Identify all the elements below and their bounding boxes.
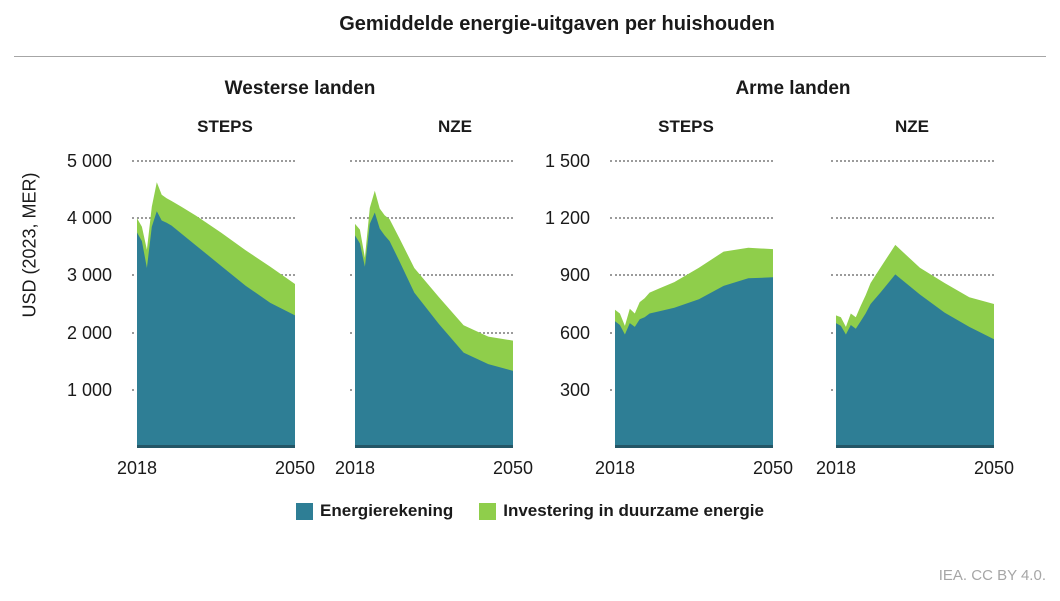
- y-tick-label: 2 000: [66, 322, 112, 343]
- gridline: [350, 274, 513, 277]
- x-tick-label: 2050: [752, 458, 794, 478]
- legend-swatch-energierekening-icon: [296, 502, 314, 520]
- attribution-text: IEA. CC BY 4.0.: [938, 567, 1046, 584]
- x-tick-label: 2018: [334, 458, 376, 478]
- area-energierekening: [836, 274, 994, 447]
- gridline: [132, 160, 295, 162]
- x-tick-label: 2018: [594, 458, 636, 478]
- area-energierekening: [137, 211, 295, 447]
- y-tick-label: 900: [559, 265, 590, 286]
- stacked-area-plot: [836, 244, 994, 447]
- x-axis-line: [137, 445, 295, 448]
- scenario-label-arme-nze: NZE: [895, 117, 929, 136]
- scenario-label-west-nze: NZE: [438, 117, 472, 136]
- legend-item-investering: Investering in duurzame energie: [479, 501, 764, 521]
- y-tick-label: 1 500: [544, 151, 590, 171]
- y-tick-label: 4 000: [66, 208, 112, 229]
- y-tick-label: 300: [559, 379, 590, 400]
- x-axis-line: [615, 445, 773, 448]
- chart-arme-steps: 2018 2050: [595, 160, 793, 478]
- gridline: [831, 217, 994, 220]
- x-tick-label: 2050: [492, 458, 534, 478]
- chart-arme-nze: 2018 2050: [816, 160, 1014, 478]
- area-energierekening: [615, 277, 773, 447]
- stacked-area-plot: [615, 247, 773, 447]
- legend-item-energierekening: Energierekening: [296, 501, 453, 521]
- x-tick-label: 2018: [815, 458, 857, 478]
- chart-westerse-nze: 2018 2050: [335, 160, 533, 478]
- gridline: [350, 217, 513, 220]
- x-tick-label: 2050: [973, 458, 1015, 478]
- scenario-label-west-steps: STEPS: [197, 117, 253, 136]
- gridline: [132, 217, 295, 220]
- chart-title: Gemiddelde energie-uitgaven per huishoud…: [339, 13, 775, 35]
- legend-label-energierekening: Energierekening: [320, 501, 454, 520]
- x-axis-line: [836, 445, 994, 448]
- gridline: [350, 160, 513, 162]
- scenario-label-arme-steps: STEPS: [658, 117, 714, 136]
- y-tick-label: 1 000: [66, 379, 112, 400]
- header-divider: [14, 56, 1046, 57]
- y-tick-label: 600: [559, 322, 590, 343]
- x-axis-line: [355, 445, 513, 448]
- x-tick-label: 2018: [116, 458, 158, 478]
- y-tick-label: 5 000: [66, 151, 112, 171]
- gridline: [831, 160, 994, 162]
- y-axis-title: USD (2023, MER): [19, 172, 40, 318]
- area-energierekening: [355, 212, 513, 447]
- group-title-westerse-landen: Westerse landen: [224, 78, 376, 99]
- stacked-area-plot: [137, 182, 295, 447]
- group-title-arme-landen: Arme landen: [735, 78, 851, 99]
- stacked-area-plot: [355, 190, 513, 447]
- gridline: [610, 217, 773, 220]
- y-tick-label: 1 200: [544, 208, 590, 229]
- y-tick-label: 3 000: [66, 265, 112, 286]
- x-tick-label: 2050: [274, 458, 316, 478]
- legend: Energierekening Investering in duurzame …: [0, 501, 1060, 521]
- legend-swatch-investering-icon: [479, 502, 497, 520]
- legend-label-investering: Investering in duurzame energie: [503, 501, 764, 520]
- chart-westerse-steps: 2018 2050: [117, 160, 315, 478]
- gridline: [610, 160, 773, 162]
